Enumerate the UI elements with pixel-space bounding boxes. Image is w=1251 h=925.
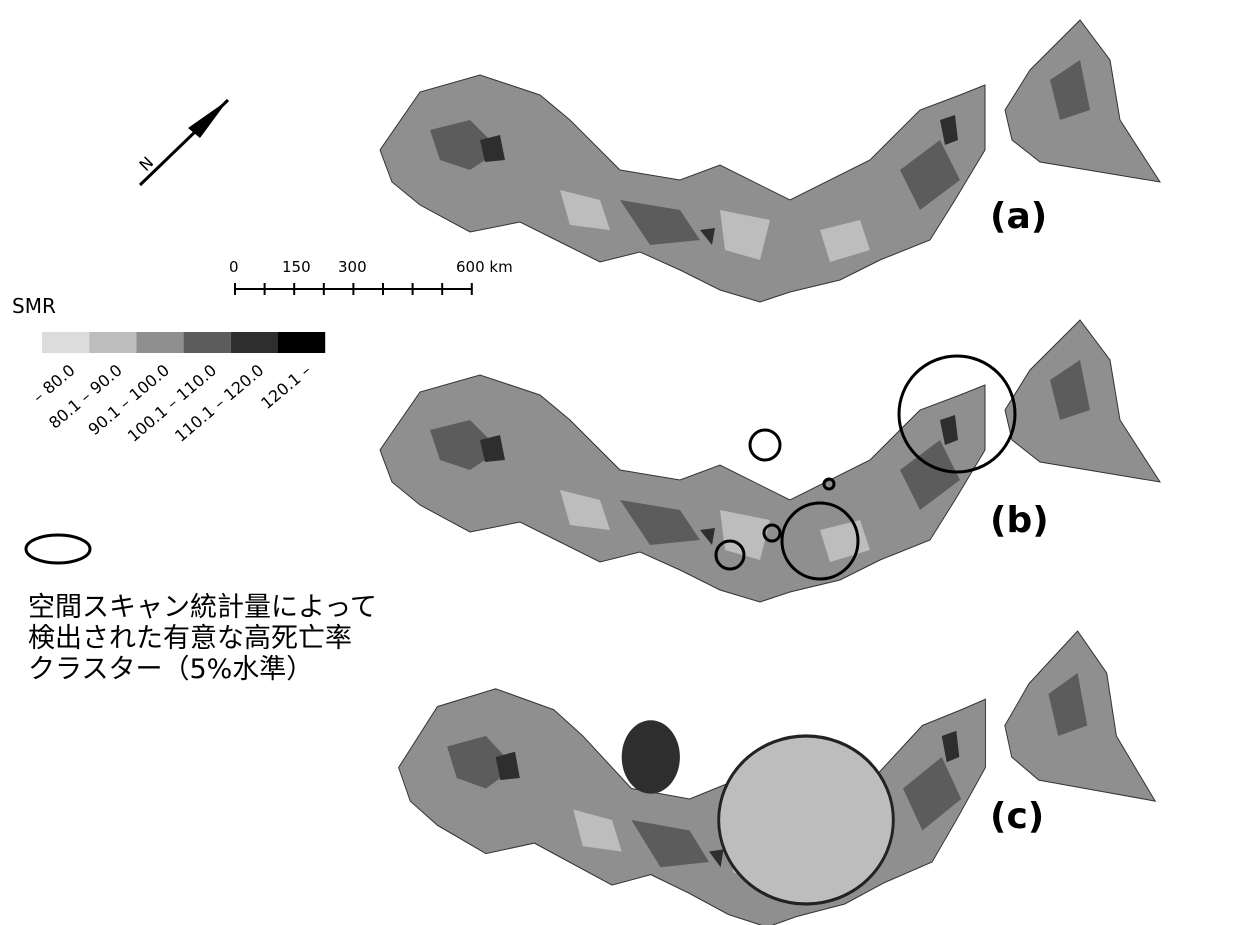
map-b	[380, 320, 1160, 602]
cluster-text: 検出された有意な高死亡率	[28, 623, 352, 654]
legend-title: SMR	[12, 294, 56, 318]
legend-swatch	[278, 332, 325, 353]
legend-swatch	[42, 332, 89, 353]
panel-label: (c)	[990, 796, 1044, 837]
scale-bar: 0 150 300 600 km	[229, 258, 513, 295]
scale-label: 0	[229, 258, 239, 276]
cluster-text: クラスター（5%水準）	[28, 654, 313, 685]
legend-swatch	[184, 332, 231, 353]
panel-label: (b)	[990, 500, 1049, 541]
panel-label: (a)	[990, 196, 1047, 237]
figure: N 0 150 300 600 km SMR – 80.080.1 – 90.090.…	[0, 0, 1251, 925]
legend-swatch	[89, 332, 136, 353]
map-c	[399, 631, 1156, 925]
legend-swatch	[231, 332, 278, 353]
scale-label: 600 km	[456, 258, 513, 276]
cluster-symbol	[26, 535, 90, 563]
north-arrow: N	[135, 100, 228, 185]
scale-label: 300	[338, 258, 367, 276]
scale-label: 150	[282, 258, 311, 276]
cluster-text: 空間スキャン統計量によって	[28, 592, 377, 623]
legend-swatch	[136, 332, 183, 353]
legend-label: 120.1 –	[257, 361, 314, 413]
